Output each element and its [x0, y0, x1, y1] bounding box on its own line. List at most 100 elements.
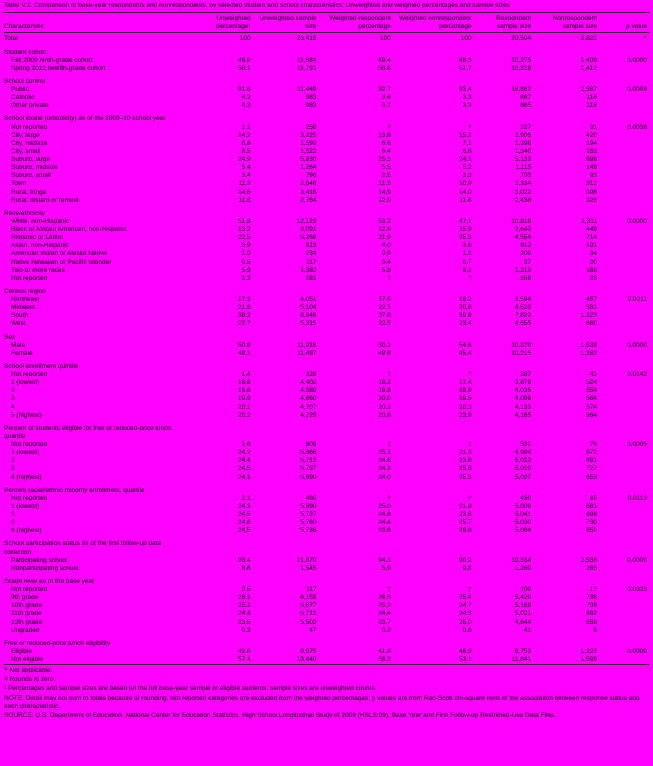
- cell: 118: [586, 102, 598, 110]
- cell: 5,420: [514, 594, 532, 602]
- table-row: Suburb, midsize 5.4 1,264 5.5 5.2 1,115 149: [4, 164, 649, 172]
- cell: 25.3: [458, 473, 472, 481]
- cell: 5.5: [381, 164, 391, 172]
- row-label: City, midsize: [11, 139, 48, 147]
- row-label: Rural, distant or remote: [11, 196, 79, 204]
- cell: 0.0000: [627, 341, 647, 349]
- row-label: South: [11, 312, 28, 320]
- cell: 19.9: [237, 395, 251, 403]
- cell: [393, 573, 474, 586]
- col-header-weighted-nonrespondent-percentage: Weighted nonrespondent percentage: [392, 12, 474, 34]
- cell: 5,503: [300, 618, 317, 626]
- cell: [183, 573, 253, 586]
- cell: [183, 535, 253, 556]
- row-label: Not eligible: [11, 656, 44, 663]
- cell: 4,133: [514, 403, 532, 411]
- cell: 5,666: [300, 449, 317, 457]
- cell: [253, 420, 319, 441]
- table-header: Characteristic Unweighted percentage¹ Un…: [4, 12, 649, 34]
- cell: 11.5: [378, 180, 391, 188]
- cell: 46.9: [458, 647, 472, 655]
- cell: 4,523: [514, 304, 532, 312]
- cell: 15.9: [458, 226, 472, 233]
- cell: [533, 635, 599, 648]
- cell: [253, 283, 319, 296]
- cell: †: [387, 586, 391, 593]
- cell: 1,522: [300, 147, 317, 155]
- cell: [474, 635, 534, 648]
- cell: †: [387, 494, 391, 502]
- cell: 983: [305, 94, 317, 102]
- cell: 6.6: [381, 139, 391, 147]
- row-label: Hispanic or Latino: [11, 234, 64, 242]
- group-header-row: Race/ethnicity: [4, 205, 649, 218]
- cell: 169: [586, 266, 598, 274]
- cell: 326: [586, 196, 598, 204]
- cell: 17.3: [237, 296, 251, 303]
- cell: 0.7: [462, 258, 472, 266]
- cell: 11.8: [238, 196, 251, 204]
- cell: 39.8: [458, 312, 472, 320]
- cell: 11,841: [511, 656, 532, 663]
- cell: 57.4: [237, 656, 251, 663]
- cell: [183, 205, 253, 218]
- table-row: 3 24.6 5,760 24.4 25.7 5,030 730: [4, 519, 649, 527]
- cell: [599, 44, 649, 57]
- cell: 0.0113: [627, 494, 647, 502]
- row-label: Nonparticipating school: [11, 564, 79, 572]
- cell: 227: [520, 123, 532, 131]
- cell: [533, 573, 599, 586]
- cell: 92.7: [378, 86, 391, 93]
- cell: [183, 283, 253, 296]
- cell: 10,275: [511, 56, 532, 64]
- row-label: 12th grade: [11, 618, 43, 626]
- cell: 983: [305, 102, 317, 110]
- cell: 0.0000: [627, 217, 647, 225]
- cell: [393, 329, 474, 342]
- cell: [599, 412, 649, 420]
- cell: [599, 164, 649, 172]
- table-row: 4 20.1 4,707 20.2 20.3 4,133 574: [4, 404, 649, 412]
- group-header-row: School participation status as of the fi…: [4, 535, 649, 556]
- cell: [599, 102, 649, 110]
- table-row: 1 (lowest) 24.2 5,666 25.1 21.3 4,994 672: [4, 449, 649, 457]
- cell: [599, 594, 649, 602]
- row-label: Census region: [4, 287, 46, 295]
- cell: 25.4: [458, 594, 472, 602]
- table-row: Midwest 21.8 5,104 22.1 20.6 4,523 581: [4, 304, 649, 312]
- cell: 5,760: [300, 519, 317, 527]
- cell: 8,945: [300, 312, 317, 320]
- cell: 0.0142: [627, 371, 647, 378]
- row-label: 9th grade: [11, 594, 39, 602]
- group-header-row: Student cohort: [4, 44, 649, 57]
- table-row: Nonparticipating school 6.6 1,545 5.9 9.8 1,2…: [4, 565, 649, 573]
- cell: [599, 329, 649, 342]
- cell: 281: [305, 274, 317, 282]
- cell: [393, 420, 474, 441]
- col-header-nonrespondent-sample-size: Nonrespondent sample size: [533, 12, 600, 34]
- cell: 10,379: [511, 341, 532, 349]
- cell: 6: [593, 626, 598, 634]
- cell: [253, 44, 319, 57]
- cell: [183, 358, 253, 371]
- cell: [599, 172, 649, 180]
- cell: 24.5: [237, 527, 251, 535]
- cell: [253, 329, 319, 342]
- cell: 25.7: [458, 519, 472, 527]
- cell: 21.9: [378, 234, 391, 242]
- cell: 5,168: [514, 602, 532, 610]
- cell: [599, 457, 649, 465]
- cell: [599, 156, 649, 164]
- cell: [319, 73, 393, 86]
- row-label: Eligible: [11, 647, 32, 655]
- cell: 18,862: [511, 86, 532, 93]
- cell: †: [387, 123, 391, 131]
- cell: 22.7: [237, 320, 251, 328]
- cell: 24.3: [378, 465, 391, 473]
- cell: 5,690: [300, 502, 317, 510]
- footnote: † Not applicable.: [4, 667, 53, 675]
- cell: 3.3: [462, 94, 472, 102]
- row-label: 10th grade: [11, 602, 43, 610]
- cell: 1,545: [300, 564, 317, 572]
- row-label: Rural, fringe: [11, 188, 47, 196]
